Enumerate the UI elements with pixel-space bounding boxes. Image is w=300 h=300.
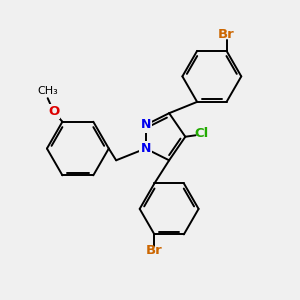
Text: O: O [48,105,59,118]
Text: N: N [140,142,151,155]
Text: Br: Br [146,244,163,257]
Text: Cl: Cl [194,127,209,140]
Text: CH₃: CH₃ [37,86,58,96]
Text: Br: Br [218,28,235,41]
Text: N: N [140,118,151,131]
